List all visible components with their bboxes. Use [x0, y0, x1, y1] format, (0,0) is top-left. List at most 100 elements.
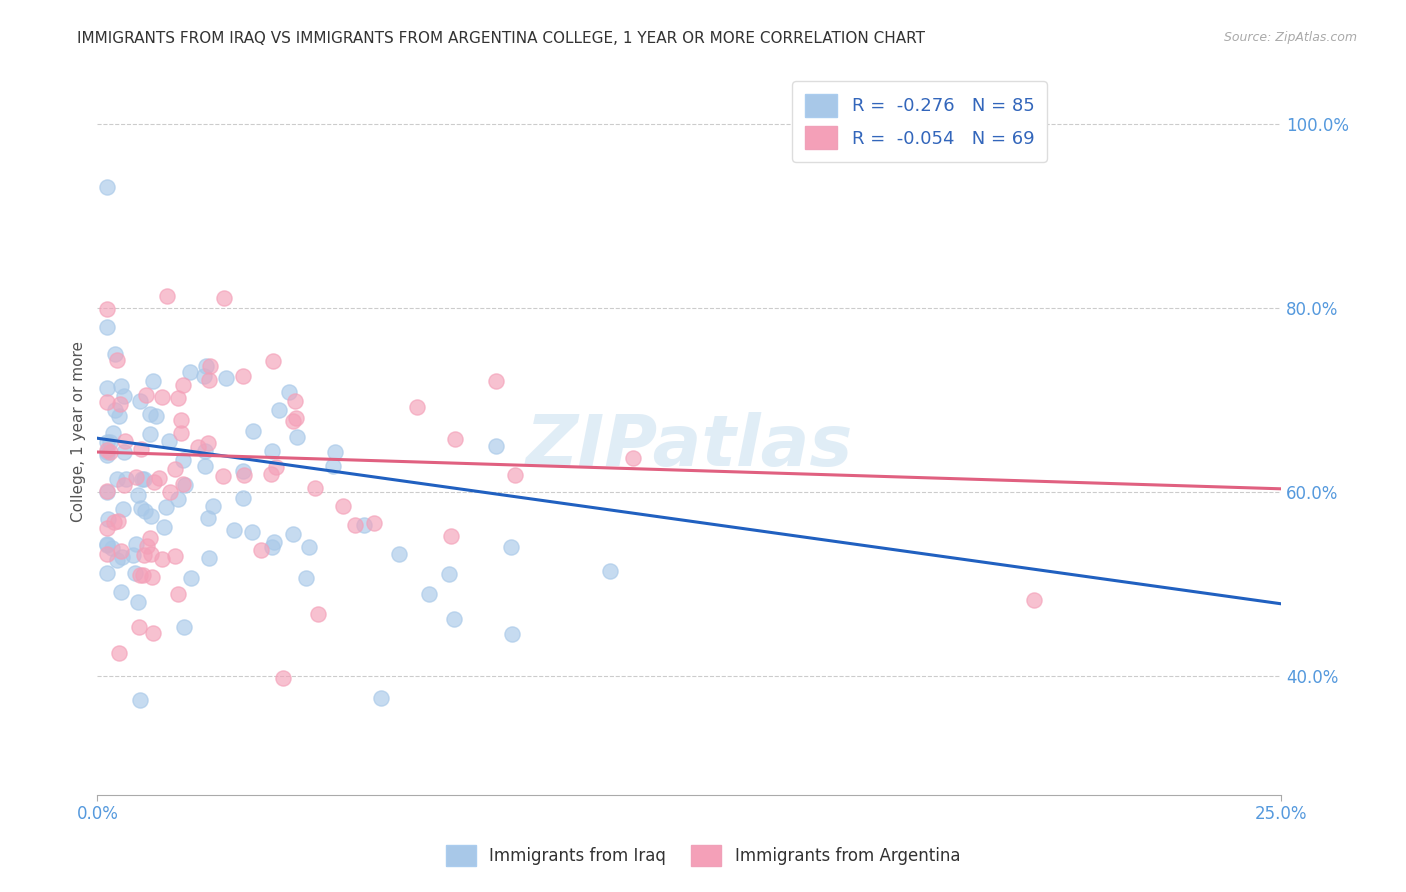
Point: [169, 425, 191, 440]
Point: [363, 516, 385, 530]
Legend: R =  -0.276   N = 85, R =  -0.054   N = 69: R = -0.276 N = 85, R = -0.054 N = 69: [792, 81, 1047, 161]
Point: [96, 394, 118, 409]
Point: [285, 411, 308, 425]
Point: [96, 537, 118, 551]
Point: [222, 524, 245, 538]
Point: [212, 291, 235, 305]
Point: [114, 472, 136, 486]
Point: [96, 484, 118, 499]
Point: [295, 571, 318, 585]
Text: IMMIGRANTS FROM IRAQ VS IMMIGRANTS FROM ARGENTINA COLLEGE, 1 YEAR OR MORE CORREL: IMMIGRANTS FROM IRAQ VS IMMIGRANTS FROM …: [77, 31, 925, 46]
Point: [250, 543, 273, 558]
Point: [131, 500, 153, 515]
Point: [145, 409, 167, 424]
Point: [112, 478, 135, 492]
Point: [172, 378, 194, 392]
Point: [170, 413, 193, 427]
Point: [129, 693, 152, 707]
Point: [110, 544, 132, 558]
Point: [148, 471, 170, 485]
Point: [129, 394, 152, 409]
Point: [440, 528, 463, 542]
Point: [623, 451, 645, 466]
Point: [599, 564, 621, 578]
Point: [108, 409, 131, 424]
Point: [96, 547, 118, 561]
Point: [96, 445, 118, 459]
Point: [167, 587, 190, 601]
Point: [96, 301, 118, 316]
Point: [107, 552, 129, 566]
Point: [172, 477, 194, 491]
Point: [96, 319, 118, 334]
Point: [159, 484, 181, 499]
Point: [96, 443, 118, 458]
Point: [201, 500, 224, 514]
Point: [96, 449, 118, 463]
Legend: Immigrants from Iraq, Immigrants from Argentina: Immigrants from Iraq, Immigrants from Ar…: [439, 838, 967, 873]
Point: [307, 607, 329, 621]
Point: [142, 374, 165, 388]
Point: [198, 359, 221, 373]
Y-axis label: College, 1 year or more: College, 1 year or more: [72, 342, 86, 523]
Point: [98, 434, 121, 449]
Point: [96, 180, 118, 194]
Point: [96, 484, 118, 499]
Point: [125, 470, 148, 484]
Point: [443, 612, 465, 626]
Point: [96, 382, 118, 396]
Point: [98, 445, 121, 459]
Point: [112, 502, 135, 516]
Point: [197, 510, 219, 524]
Point: [107, 515, 129, 529]
Point: [194, 444, 217, 458]
Point: [443, 432, 465, 446]
Point: [332, 500, 354, 514]
Point: [260, 443, 283, 458]
Point: [128, 620, 150, 634]
Point: [262, 353, 284, 368]
Point: [138, 408, 160, 422]
Point: [96, 566, 118, 580]
Point: [198, 551, 221, 566]
Point: [232, 491, 254, 506]
Text: Source: ZipAtlas.com: Source: ZipAtlas.com: [1223, 31, 1357, 45]
Point: [159, 434, 181, 449]
Point: [166, 391, 188, 405]
Point: [269, 402, 291, 417]
Point: [187, 441, 209, 455]
Point: [240, 524, 263, 539]
Point: [165, 462, 187, 476]
Point: [343, 518, 366, 533]
Point: [281, 414, 304, 428]
Point: [104, 402, 127, 417]
Point: [439, 566, 461, 581]
Point: [262, 540, 284, 554]
Point: [298, 540, 321, 554]
Point: [124, 566, 146, 580]
Point: [232, 464, 254, 478]
Point: [388, 547, 411, 561]
Point: [193, 368, 215, 383]
Point: [131, 567, 153, 582]
Point: [150, 552, 173, 566]
Point: [112, 389, 135, 403]
Point: [110, 378, 132, 392]
Point: [179, 365, 201, 379]
Point: [110, 585, 132, 599]
Point: [232, 368, 254, 383]
Point: [264, 459, 287, 474]
Point: [263, 535, 285, 549]
Point: [127, 488, 149, 502]
Point: [112, 445, 135, 459]
Point: [281, 527, 304, 541]
Point: [107, 646, 129, 660]
Point: [485, 374, 508, 388]
Point: [322, 459, 344, 474]
Point: [150, 390, 173, 404]
Point: [101, 541, 124, 555]
Point: [131, 472, 153, 486]
Point: [242, 424, 264, 438]
Point: [96, 521, 118, 535]
Point: [501, 626, 523, 640]
